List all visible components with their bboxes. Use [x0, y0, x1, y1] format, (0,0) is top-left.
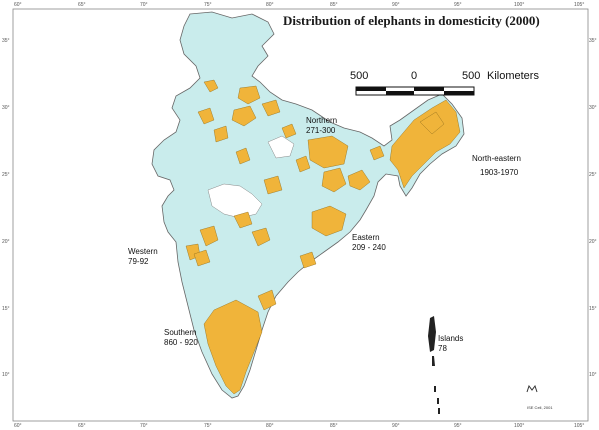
central-gap — [207, 183, 263, 219]
region-eastern: Eastern 209 - 240 — [352, 233, 386, 253]
left-tick: 25° — [2, 172, 10, 178]
top-tick: 95° — [454, 2, 462, 8]
scale-unit-label: Kilometers — [487, 70, 539, 82]
scale-center-label: 0 — [411, 70, 418, 82]
region-southern-value: 860 - 920 — [164, 338, 198, 347]
logo-icon — [526, 385, 538, 393]
region-northern: Northern 271-300 — [306, 116, 337, 136]
right-tick: 15° — [589, 306, 597, 312]
top-tick: 80° — [266, 2, 274, 8]
north-gap — [267, 135, 295, 159]
region-eastern-name: Eastern — [352, 233, 380, 242]
bottom-tick: 60° — [14, 423, 22, 429]
bottom-tick: 90° — [392, 423, 400, 429]
bottom-tick: 70° — [140, 423, 148, 429]
region-northern-value: 271-300 — [306, 126, 336, 135]
bottom-tick: 95° — [454, 423, 462, 429]
scale-left-label: 500 — [350, 70, 369, 82]
bottom-tick: 80° — [266, 423, 274, 429]
top-tick: 65° — [78, 2, 86, 8]
bottom-tick: 85° — [330, 423, 338, 429]
bottom-tick: 75° — [204, 423, 212, 429]
region-eastern-value: 209 - 240 — [352, 243, 386, 252]
region-islands-name: Islands — [438, 334, 464, 343]
india-landmass — [151, 11, 465, 399]
region-islands-value: 78 — [438, 344, 447, 353]
region-southern: Southern 860 - 920 — [164, 328, 198, 348]
top-tick: 75° — [204, 2, 212, 8]
left-tick: 30° — [2, 105, 10, 111]
scale-right-label: 500 — [462, 70, 481, 82]
left-tick: 10° — [2, 372, 10, 378]
region-islands: Islands 78 — [438, 334, 463, 354]
region-northern-name: Northern — [306, 116, 338, 125]
region-western-value: 79-92 — [128, 257, 149, 266]
left-tick: 15° — [2, 306, 10, 312]
right-tick: 10° — [589, 372, 597, 378]
region-southern-name: Southern — [164, 328, 197, 337]
bottom-tick: 100° — [514, 423, 525, 429]
left-tick: 20° — [2, 239, 10, 245]
top-tick: 85° — [330, 2, 338, 8]
map-title: Distribution of elephants in domesticity… — [283, 13, 540, 28]
region-north-eastern-name: North-eastern — [472, 154, 521, 163]
right-tick: 35° — [589, 38, 597, 44]
source-credit: ISE Cell, 2001 — [527, 405, 553, 410]
islands-shapes — [428, 316, 440, 414]
bottom-tick: 105° — [574, 423, 585, 429]
top-tick: 100° — [514, 2, 525, 8]
bottom-tick: 65° — [78, 423, 86, 429]
region-north-eastern: North-eastern 1903-1970 — [472, 154, 521, 178]
right-tick: 30° — [589, 105, 597, 111]
right-tick: 20° — [589, 239, 597, 245]
region-western-name: Western — [128, 247, 158, 256]
region-north-eastern-value: 1903-1970 — [480, 168, 519, 177]
region-western: Western 79-92 — [128, 247, 158, 267]
top-tick: 70° — [140, 2, 148, 8]
top-tick: 90° — [392, 2, 400, 8]
top-tick: 60° — [14, 2, 22, 8]
top-tick: 105° — [574, 2, 585, 8]
left-tick: 35° — [2, 38, 10, 44]
right-tick: 25° — [589, 172, 597, 178]
